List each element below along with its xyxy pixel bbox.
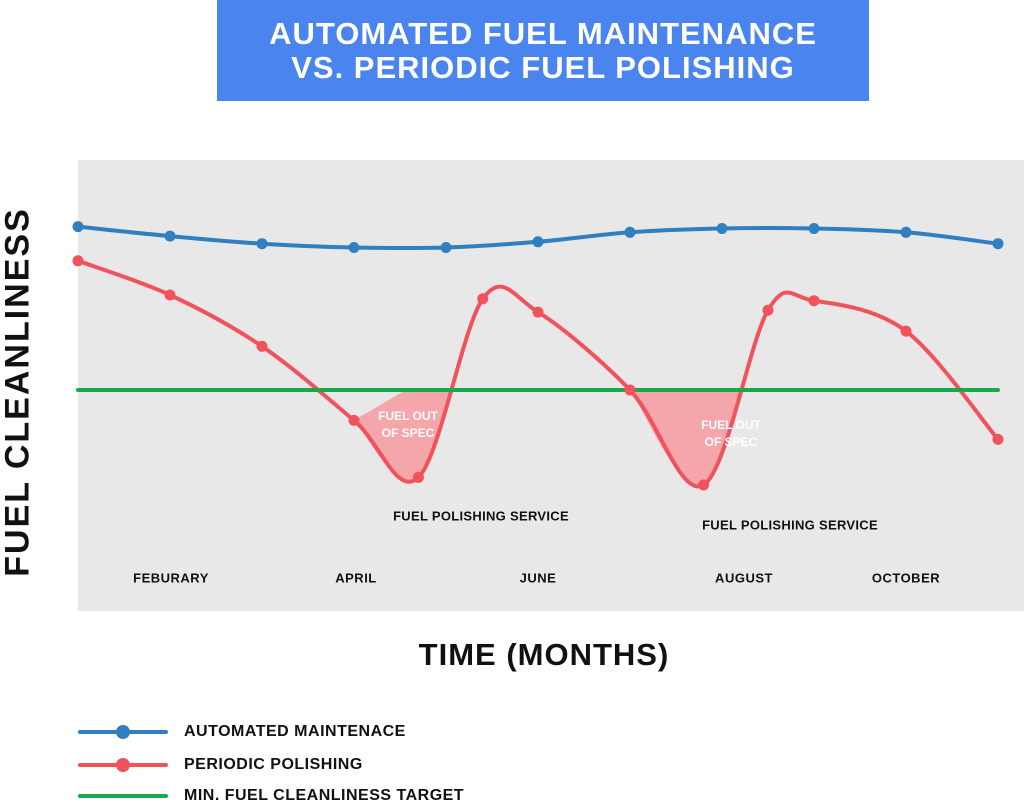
data-point-automated-maintenance-6 [532,236,544,248]
legend-label-periodic: PERIODIC POLISHING [184,756,363,773]
x-tick-label-feburary: FEBURARY [133,570,209,586]
chart-title-line-2: VS. PERIODIC FUEL POLISHING [291,49,795,85]
annotation-fuel-polishing-service-2: FUEL POLISHING SERVICE [702,517,878,533]
data-point-periodic-polishing-5 [412,471,424,483]
y-axis-label: FUEL CLEANLINESS [0,207,37,577]
data-point-automated-maintenance-7 [624,226,636,238]
x-tick-label-august: AUGUST [715,570,773,586]
data-point-periodic-polishing-11 [808,295,820,307]
legend-swatch-target [78,784,168,808]
data-point-periodic-polishing-10 [762,304,774,316]
legend-item-automated: AUTOMATED MAINTENACE [78,720,406,744]
legend-label-target: MIN. FUEL CLEANLINESS TARGET [184,787,465,804]
x-tick-label-october: OCTOBER [871,570,941,586]
data-point-automated-maintenance-9 [808,223,820,234]
annotation-fuel-polishing-service-1: FUEL POLISHING SERVICE [393,508,569,524]
data-point-periodic-polishing-13 [992,433,1004,445]
plot-area [78,160,1024,611]
data-point-automated-maintenance-5 [440,242,452,253]
data-point-periodic-polishing-3 [256,340,268,352]
annotation-fuel-out-of-spec-2: FUEL OUT OF SPEC [701,417,761,451]
data-point-periodic-polishing-8 [624,384,636,396]
x-tick-label-april: APRIL [335,570,377,586]
x-tick-label-june: JUNE [519,570,557,586]
data-point-periodic-polishing-7 [532,306,544,318]
data-point-automated-maintenance-4 [348,242,360,253]
legend-swatch-automated [78,720,168,744]
chart-title-line-1: AUTOMATED FUEL MAINTENANCE [269,15,817,51]
data-point-automated-maintenance-3 [256,238,268,250]
annotation-line: FUEL OUT [701,418,761,432]
data-point-automated-maintenance-1 [72,221,84,233]
data-point-automated-maintenance-2 [164,230,176,242]
annotation-line: FUEL OUT [378,409,438,423]
legend-label-automated: AUTOMATED MAINTENACE [184,723,406,740]
data-point-periodic-polishing-4 [348,414,360,426]
data-point-automated-maintenance-11 [992,238,1004,250]
data-point-periodic-polishing-6 [477,293,489,305]
data-point-periodic-polishing-1 [72,255,84,267]
data-point-periodic-polishing-12 [900,325,912,337]
x-axis-label: TIME (MONTHS) [418,637,670,672]
shaded-region-out-of-spec-1 [354,390,452,481]
data-point-periodic-polishing-9 [698,479,710,491]
data-point-periodic-polishing-2 [164,289,176,301]
annotation-line: OF SPEC [381,426,435,440]
chart-title-banner: AUTOMATED FUEL MAINTENANCE VS. PERIODIC … [217,0,869,101]
legend-item-periodic: PERIODIC POLISHING [78,753,363,777]
data-point-automated-maintenance-8 [716,223,728,234]
shaded-region-out-of-spec-2 [630,390,742,487]
data-point-automated-maintenance-10 [900,226,912,238]
legend-swatch-periodic [78,753,168,777]
annotation-line: OF SPEC [704,435,758,449]
annotation-fuel-out-of-spec-1: FUEL OUT OF SPEC [378,408,438,442]
legend-item-target: MIN. FUEL CLEANLINESS TARGET [78,784,464,808]
